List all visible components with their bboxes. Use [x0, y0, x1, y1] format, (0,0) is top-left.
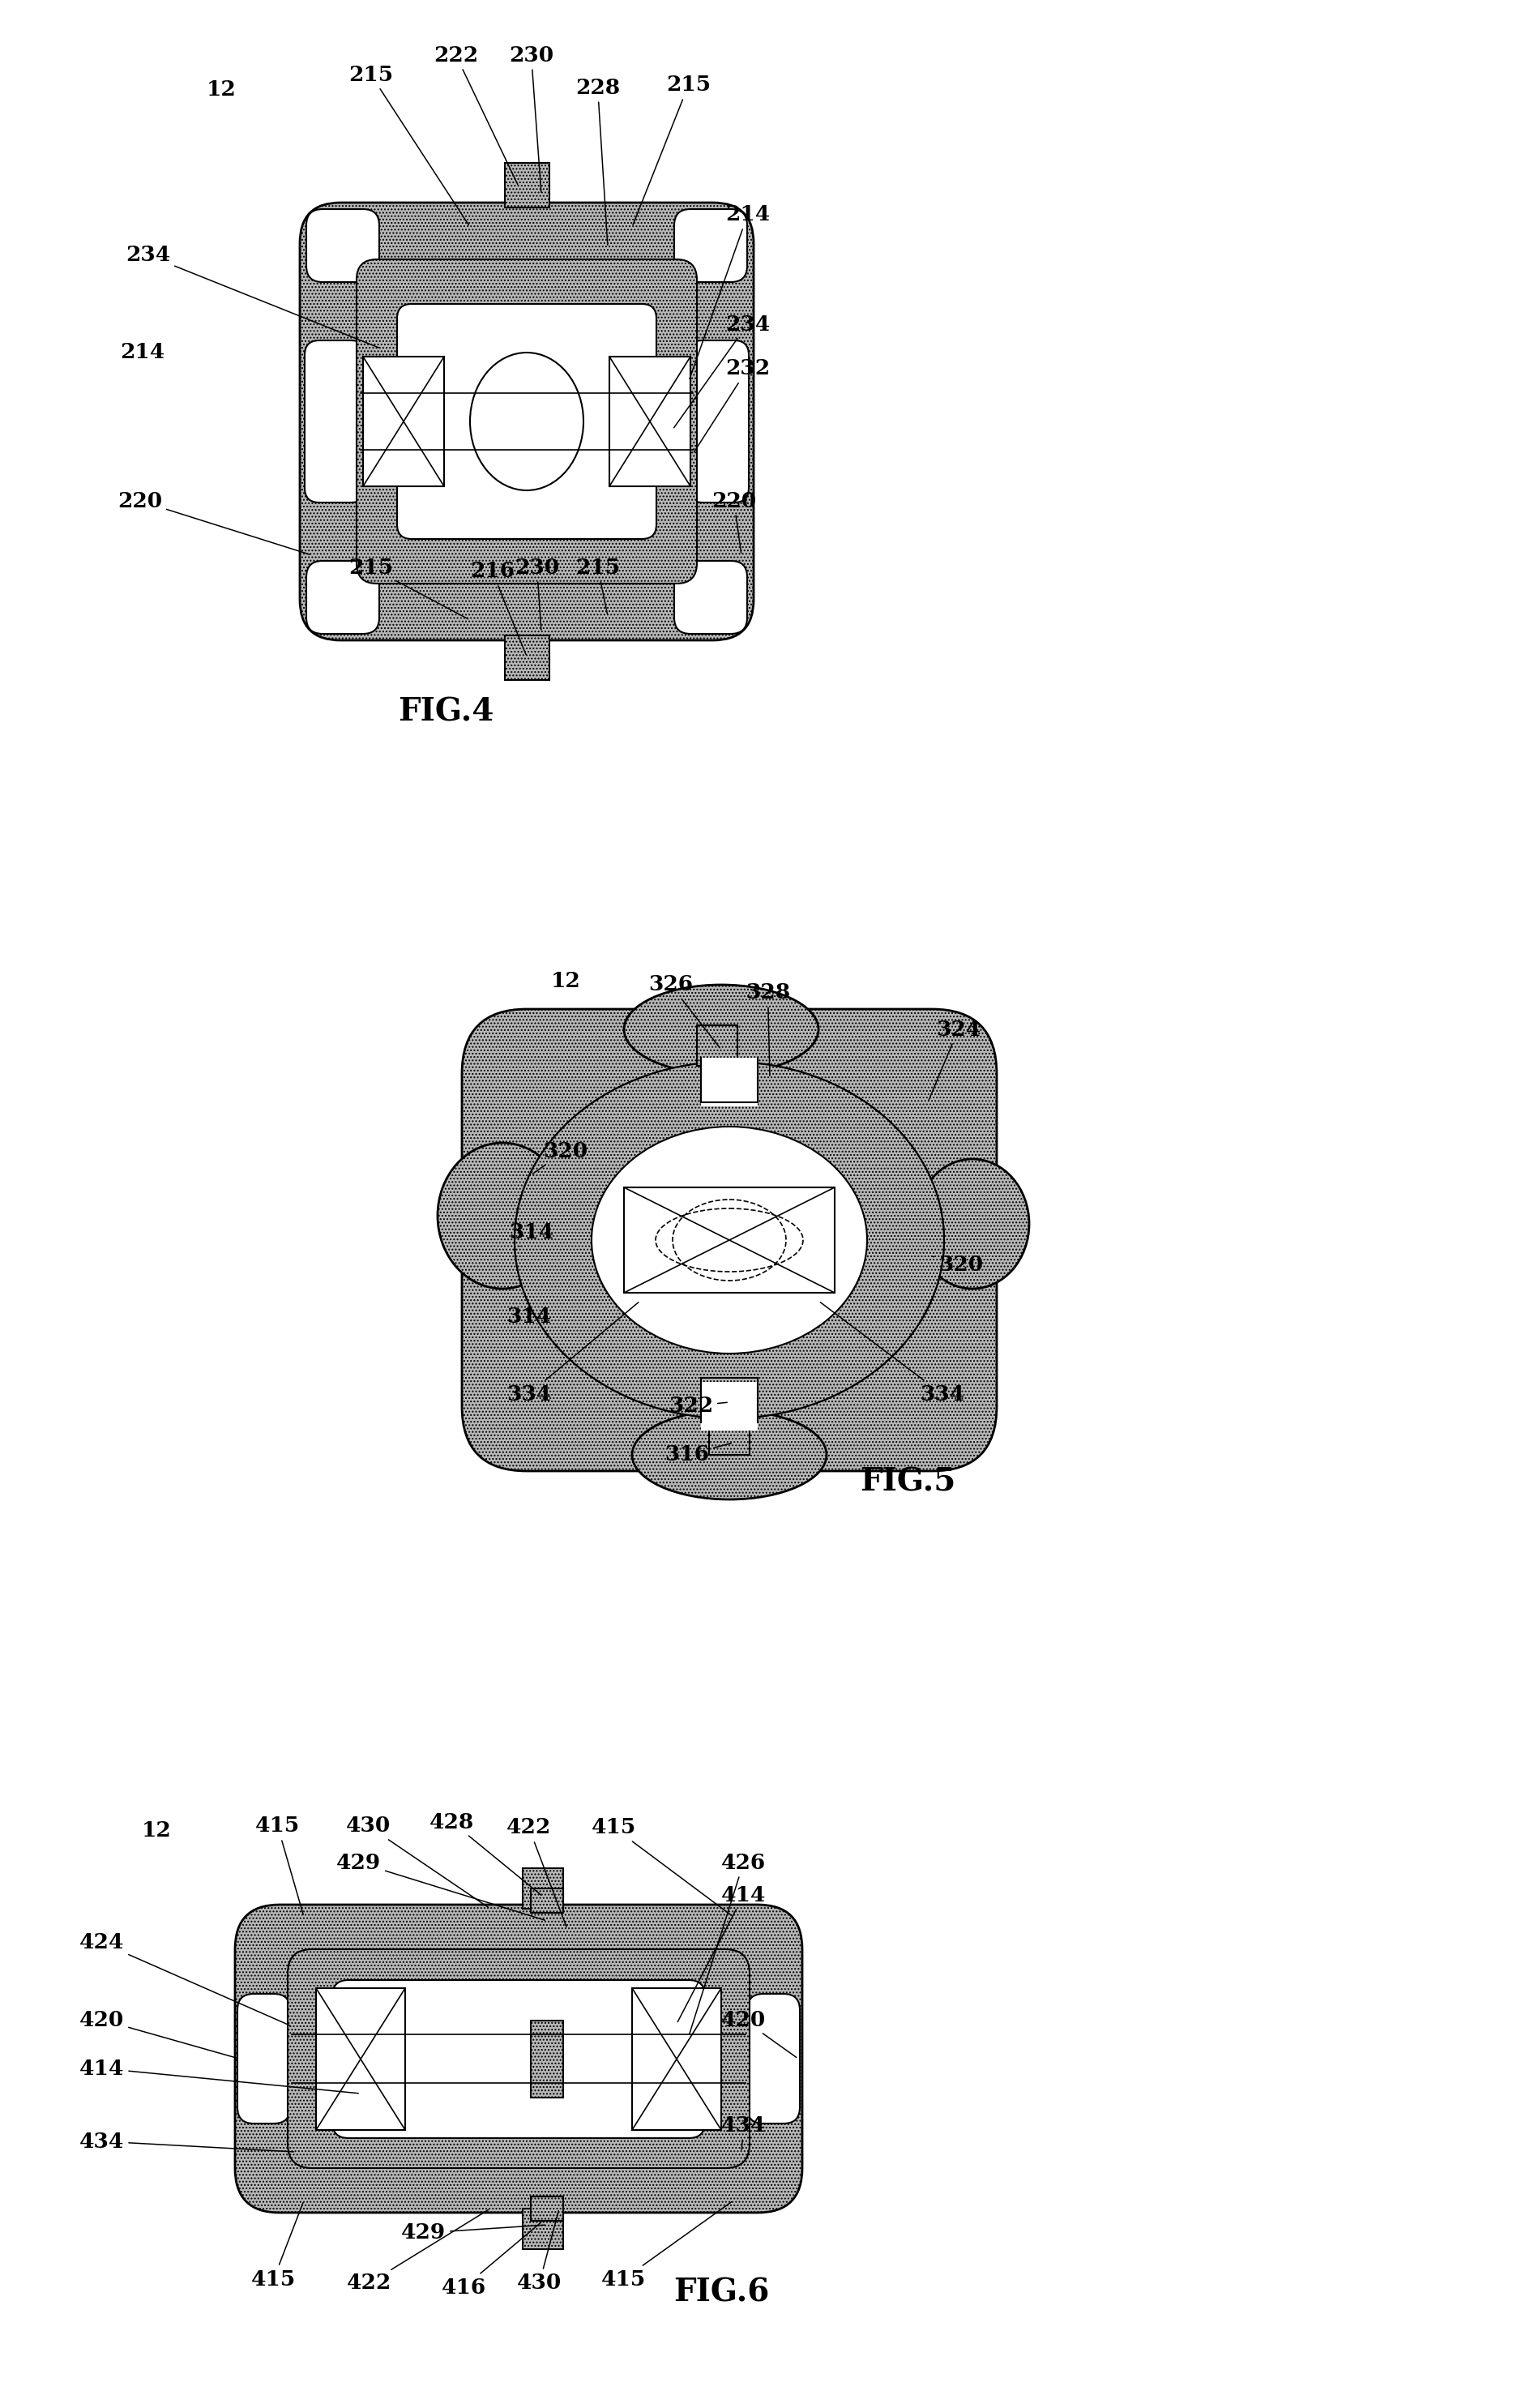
Text: 314: 314: [506, 1308, 551, 1327]
Text: 214: 214: [120, 342, 164, 364]
Text: 420: 420: [721, 2011, 796, 2056]
FancyBboxPatch shape: [288, 1948, 750, 2167]
Text: 220: 220: [712, 491, 756, 554]
Bar: [364, 356, 443, 486]
FancyBboxPatch shape: [523, 1869, 563, 1910]
Ellipse shape: [437, 1144, 568, 1288]
Text: 316: 316: [664, 1442, 732, 1464]
Text: 415: 415: [255, 1816, 304, 1914]
FancyBboxPatch shape: [397, 303, 657, 539]
Ellipse shape: [514, 1062, 943, 1418]
Text: 232: 232: [693, 359, 770, 453]
Text: 434: 434: [721, 2114, 765, 2150]
Text: 320: 320: [933, 1255, 983, 1274]
Text: 326: 326: [649, 975, 719, 1047]
Ellipse shape: [632, 1411, 827, 1500]
FancyBboxPatch shape: [299, 202, 753, 641]
Text: 215: 215: [634, 75, 710, 224]
Text: 414: 414: [80, 2059, 359, 2093]
Text: 415: 415: [592, 1818, 732, 1914]
FancyBboxPatch shape: [687, 340, 749, 503]
Text: 328: 328: [746, 982, 790, 1076]
Bar: [609, 356, 690, 486]
Text: 422: 422: [347, 2211, 488, 2292]
Bar: [632, 1989, 721, 2131]
Text: 234: 234: [126, 246, 379, 347]
Text: 429: 429: [336, 1852, 545, 1919]
Text: 430: 430: [347, 1816, 488, 1907]
Text: 434: 434: [80, 2131, 293, 2153]
FancyBboxPatch shape: [675, 561, 747, 633]
FancyBboxPatch shape: [307, 209, 379, 282]
Text: 414: 414: [678, 1885, 765, 2023]
FancyBboxPatch shape: [235, 1905, 802, 2213]
Text: FIG.4: FIG.4: [397, 696, 494, 727]
Bar: [701, 1057, 758, 1105]
Text: FIG.6: FIG.6: [673, 2278, 769, 2309]
Text: 214: 214: [690, 205, 770, 378]
FancyBboxPatch shape: [531, 2020, 563, 2097]
FancyBboxPatch shape: [305, 340, 365, 503]
Text: 426: 426: [689, 1852, 765, 2035]
Text: 334: 334: [506, 1303, 638, 1404]
Text: 216: 216: [469, 561, 526, 655]
FancyBboxPatch shape: [356, 260, 696, 583]
Text: 215: 215: [348, 65, 469, 224]
FancyBboxPatch shape: [675, 209, 747, 282]
FancyBboxPatch shape: [747, 1994, 799, 2124]
Text: 416: 416: [442, 2223, 542, 2297]
Text: 428: 428: [430, 1811, 542, 1895]
Bar: [316, 1989, 405, 2131]
Text: 420: 420: [80, 2011, 236, 2059]
Bar: [701, 1382, 758, 1430]
FancyBboxPatch shape: [696, 1026, 738, 1067]
Text: 430: 430: [517, 2211, 561, 2292]
Text: 230: 230: [514, 556, 560, 631]
Ellipse shape: [624, 985, 819, 1074]
Text: 422: 422: [506, 1818, 566, 1926]
FancyBboxPatch shape: [307, 561, 379, 633]
Text: 12: 12: [141, 1820, 172, 1840]
Text: 215: 215: [348, 556, 468, 619]
Text: 324: 324: [928, 1019, 980, 1100]
Text: 234: 234: [673, 313, 770, 429]
Text: 228: 228: [575, 77, 620, 246]
Text: 415: 415: [252, 2203, 304, 2290]
Text: 322: 322: [669, 1397, 727, 1416]
Text: 320: 320: [532, 1141, 588, 1175]
Text: 429: 429: [400, 2223, 545, 2244]
Bar: [624, 1187, 834, 1293]
Text: 215: 215: [575, 556, 620, 614]
Text: 222: 222: [434, 46, 517, 185]
Text: 220: 220: [118, 491, 310, 554]
Ellipse shape: [916, 1158, 1029, 1288]
FancyBboxPatch shape: [238, 1994, 290, 2124]
Text: 12: 12: [551, 970, 581, 990]
Ellipse shape: [592, 1127, 867, 1353]
FancyBboxPatch shape: [709, 1413, 750, 1454]
Ellipse shape: [514, 1062, 943, 1418]
FancyBboxPatch shape: [505, 636, 549, 679]
FancyBboxPatch shape: [531, 2196, 563, 2220]
Text: 314: 314: [509, 1221, 554, 1247]
Text: 12: 12: [207, 79, 236, 99]
Ellipse shape: [469, 352, 583, 491]
Text: 334: 334: [821, 1303, 965, 1404]
FancyBboxPatch shape: [523, 2208, 563, 2249]
Text: 424: 424: [80, 1934, 290, 2025]
FancyBboxPatch shape: [333, 1979, 706, 2138]
FancyBboxPatch shape: [531, 1888, 563, 1912]
FancyBboxPatch shape: [505, 164, 549, 207]
FancyBboxPatch shape: [462, 1009, 997, 1471]
Text: 230: 230: [509, 46, 554, 193]
Text: FIG.5: FIG.5: [859, 1466, 956, 1498]
Text: 415: 415: [601, 2201, 732, 2290]
